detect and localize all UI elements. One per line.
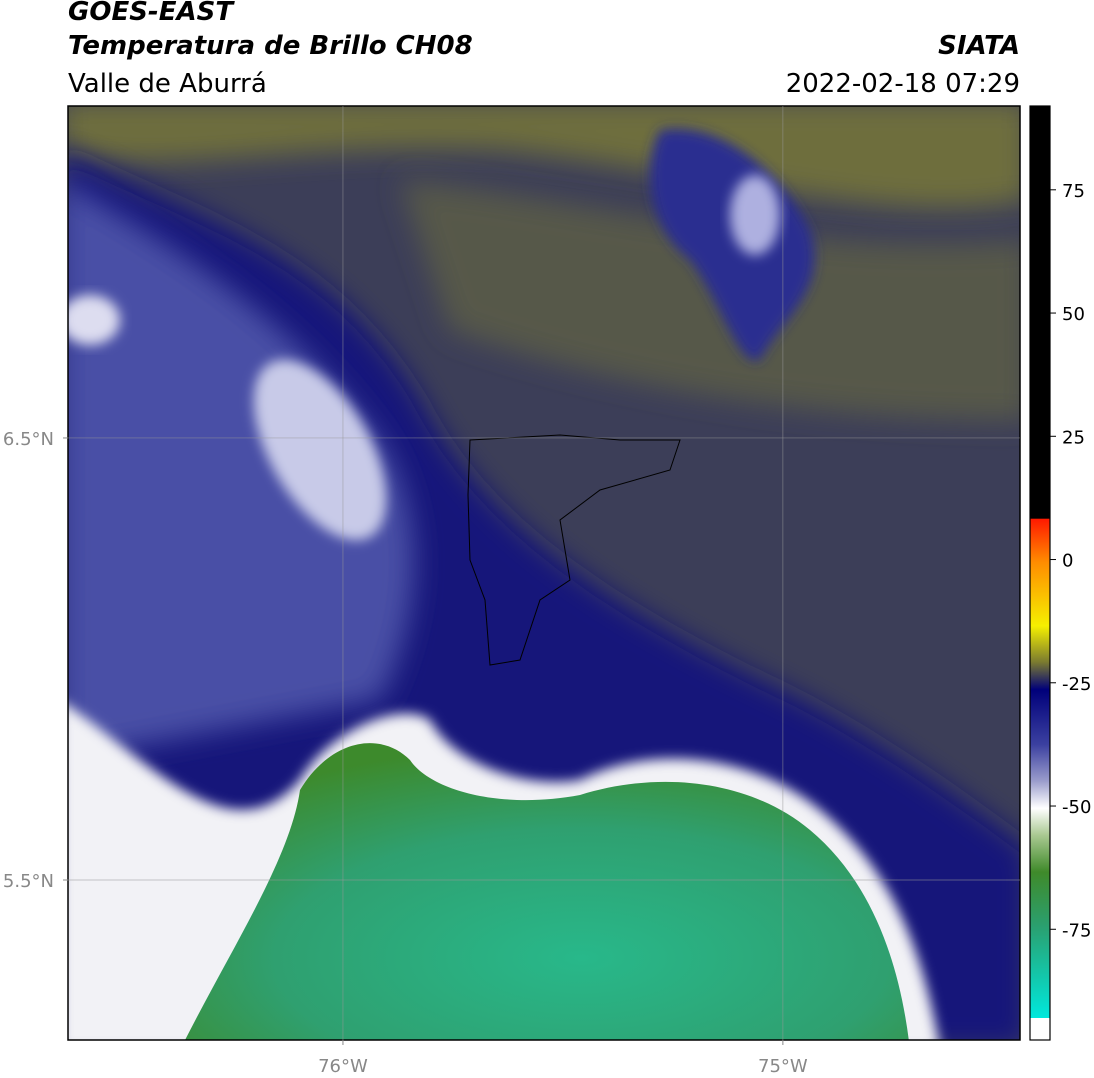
colorbar-tick-label: -25 bbox=[1062, 674, 1091, 695]
x-tick-label: 76°W bbox=[318, 1056, 368, 1077]
colorbar-frame bbox=[1029, 105, 1051, 1041]
title-line: Temperatura de Brillo CH08 bbox=[68, 31, 473, 61]
map-frame bbox=[67, 105, 1021, 1041]
subtitle: Valle de Aburrá bbox=[68, 69, 267, 99]
y-tick-label: 6.5°N bbox=[3, 429, 54, 450]
colorbar-extension bbox=[1030, 1018, 1050, 1040]
datetime: 2022-02-18 07:29 bbox=[786, 69, 1020, 99]
colorbar-tick-label: -75 bbox=[1062, 920, 1091, 941]
agency: SIATA bbox=[938, 31, 1020, 61]
title-line: GOES-EAST bbox=[68, 0, 235, 27]
y-tick-label: 5.5°N bbox=[3, 871, 54, 892]
map-image bbox=[68, 106, 1020, 1040]
colorbar-tick-label: -50 bbox=[1062, 797, 1091, 818]
colorbar-tick-label: 0 bbox=[1062, 551, 1073, 572]
colorbar-tick-label: 25 bbox=[1062, 427, 1085, 448]
colorbar-tick-label: 50 bbox=[1062, 304, 1085, 325]
colorbar bbox=[1030, 106, 1050, 1018]
x-tick-label: 75°W bbox=[758, 1056, 808, 1077]
colorbar-tick-label: 75 bbox=[1062, 181, 1085, 202]
